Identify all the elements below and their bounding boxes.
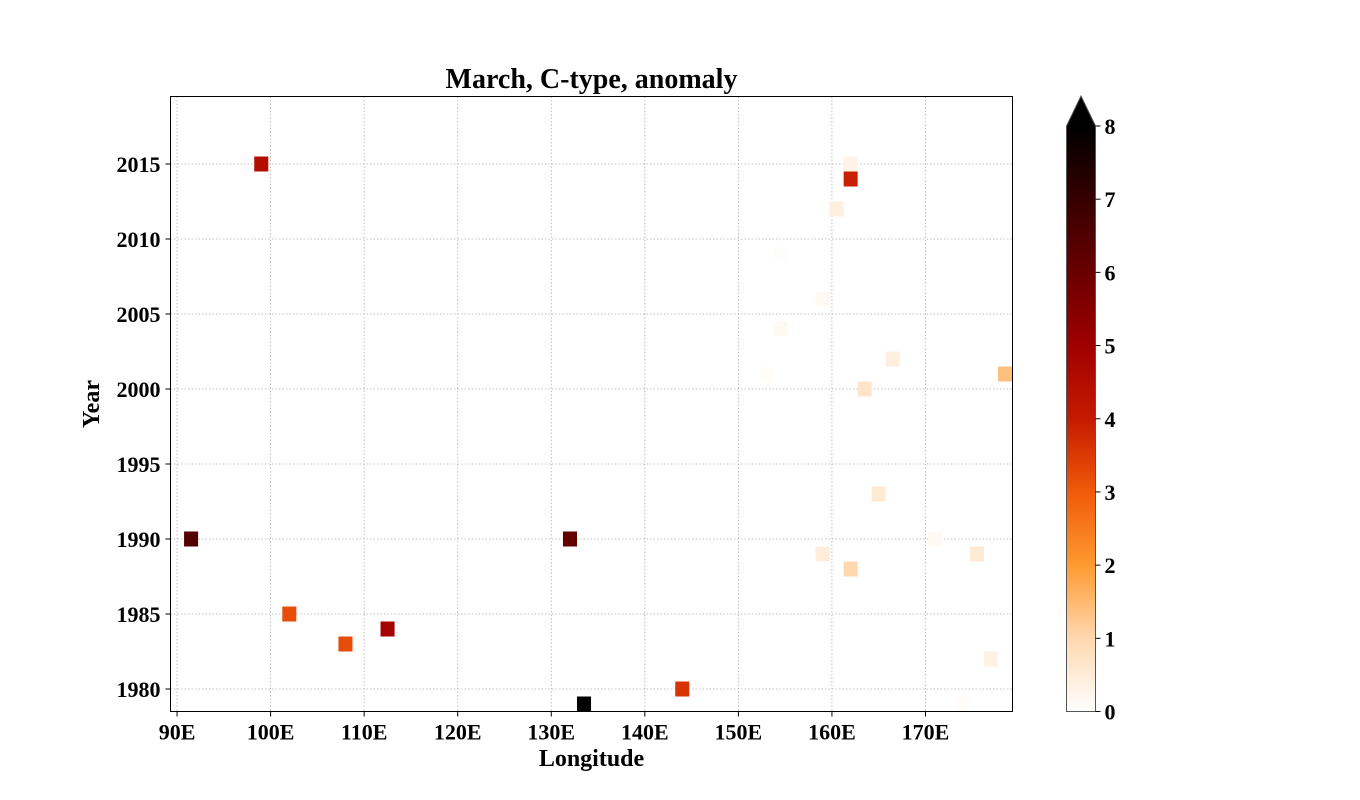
colorbar-tick-label: 6: [1105, 260, 1116, 285]
data-cells: [184, 156, 1013, 712]
colorbar-tick-label: 7: [1105, 187, 1116, 212]
data-cell: [773, 246, 788, 262]
data-cell: [815, 291, 830, 307]
colorbar-tick-label: 0: [1105, 700, 1116, 725]
data-cell: [576, 696, 592, 712]
y-axis: 1980 1985 1990 1995 2000 2005 2010 2015: [117, 152, 171, 702]
data-cell: [184, 531, 199, 547]
colorbar-tick-label: 2: [1105, 553, 1116, 578]
data-cell: [983, 651, 998, 667]
data-cell: [815, 546, 830, 562]
y-tick-label: 1980: [117, 677, 161, 702]
data-cell: [759, 366, 774, 382]
data-cell: [254, 156, 269, 172]
data-cell: [829, 201, 844, 217]
x-tick-label: 100E: [247, 720, 295, 745]
x-axis: 90E 100E 110E 120E 130E 140E 150E 160E 170E: [159, 711, 950, 745]
plot-frame: [170, 96, 1013, 712]
data-cell: [857, 381, 872, 397]
plot-area: [170, 96, 1013, 712]
data-cell: [338, 636, 353, 652]
plot-background: [170, 96, 1013, 712]
x-tick-label: 170E: [902, 720, 950, 745]
data-cell: [927, 531, 942, 547]
data-cell: [843, 171, 858, 187]
data-cell: [871, 486, 886, 502]
x-tick-label: 120E: [434, 720, 482, 745]
data-cell: [997, 366, 1013, 382]
x-axis-label: Longitude: [539, 746, 645, 772]
y-tick-label: 1985: [117, 602, 161, 627]
colorbar-extend-arrow: [1066, 96, 1096, 126]
data-cell: [773, 321, 788, 337]
colorbar-tick-label: 4: [1105, 407, 1116, 432]
grid: [170, 96, 1013, 712]
colorbar-tick-label: 5: [1105, 334, 1116, 359]
y-tick-label: 2000: [117, 377, 161, 402]
colorbar-tick-label: 1: [1105, 626, 1116, 651]
y-tick-label: 2010: [117, 227, 161, 252]
data-cell: [675, 681, 690, 697]
colorbar-ticks: 0 1 2 3 4 5 6 7 8: [1095, 114, 1116, 725]
colorbar: 0 1 2 3 4 5 6 7 8: [1066, 94, 1116, 725]
x-tick-label: 160E: [808, 720, 856, 745]
colorbar-tick-label: 8: [1105, 114, 1116, 139]
y-tick-label: 1995: [117, 452, 161, 477]
data-cell: [282, 606, 297, 622]
data-cell: [969, 546, 984, 562]
x-tick-label: 150E: [715, 720, 763, 745]
y-axis-label: Year: [79, 380, 105, 428]
x-tick-label: 140E: [621, 720, 669, 745]
data-cell: [380, 621, 395, 637]
y-tick-label: 2015: [117, 152, 161, 177]
data-cell: [843, 561, 858, 577]
chart-title: March, C-type, anomaly: [446, 64, 738, 95]
y-tick-label: 1990: [117, 527, 161, 552]
colorbar-outline: [1066, 94, 1096, 712]
data-cell: [843, 156, 858, 172]
data-cell: [562, 531, 577, 547]
colorbar-gradient: [1066, 126, 1096, 712]
y-tick-label: 2005: [117, 302, 161, 327]
colorbar-tick-label: 3: [1105, 480, 1116, 505]
x-tick-label: 110E: [341, 720, 387, 745]
x-tick-label: 90E: [159, 720, 196, 745]
data-cell: [885, 351, 900, 367]
x-tick-label: 130E: [527, 720, 575, 745]
data-cell: [955, 696, 970, 712]
